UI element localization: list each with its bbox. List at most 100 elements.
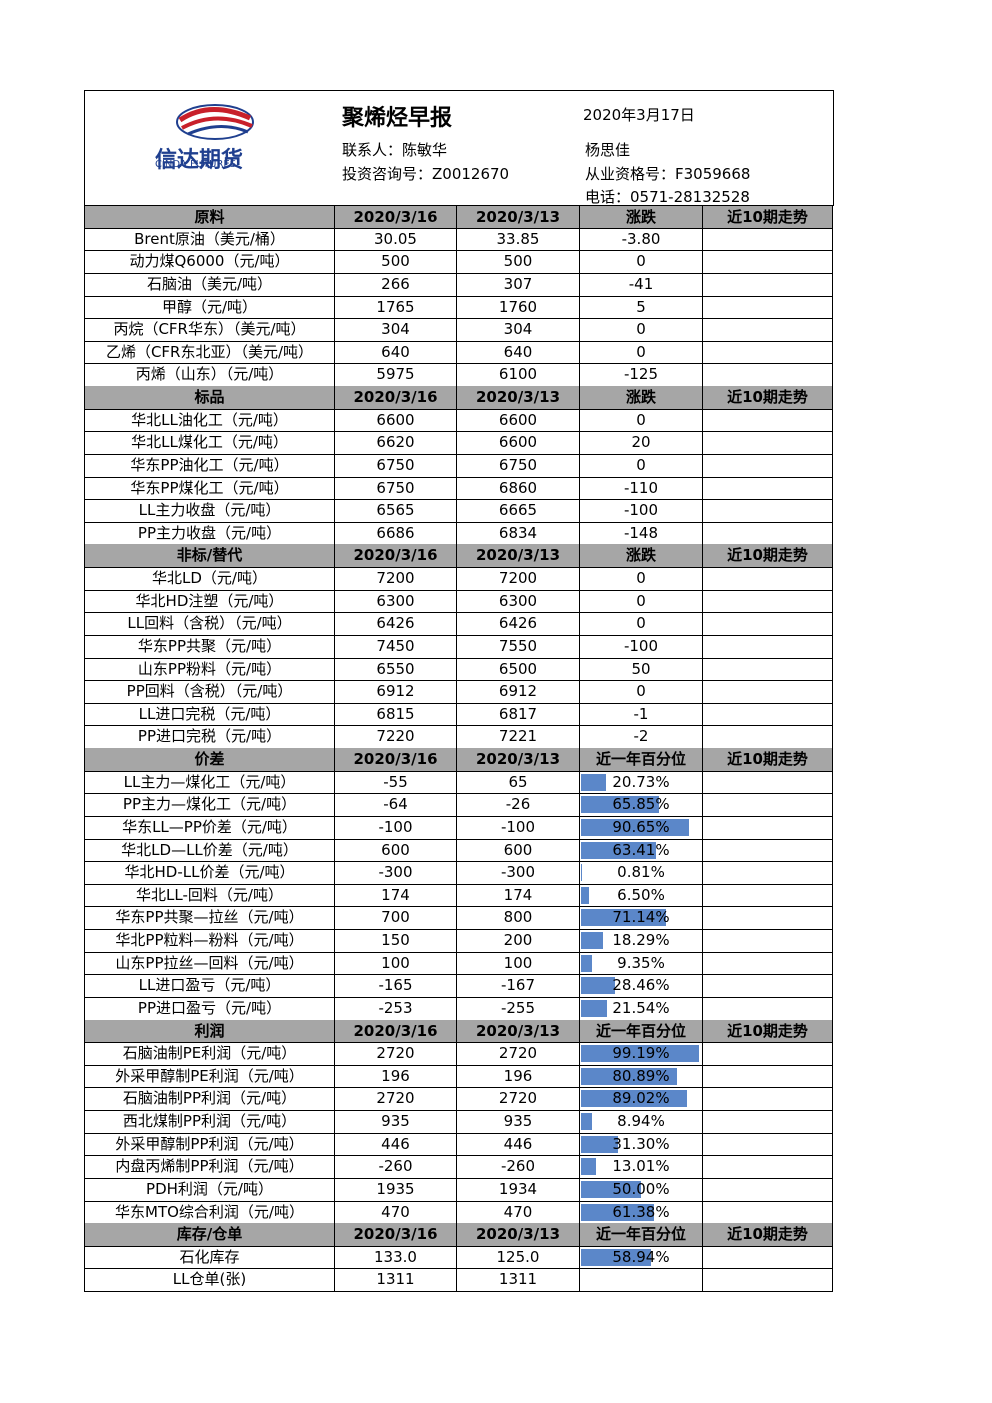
section-header: 近10期走势: [703, 205, 833, 229]
percentile-bar: [581, 909, 666, 927]
table-cell: 动力煤Q6000（元/吨）: [84, 250, 335, 274]
percentile-label: 9.35%: [617, 953, 665, 972]
table-cell: 6300: [457, 589, 580, 614]
table-cell: 6426: [335, 612, 457, 636]
table-cell: 500: [335, 250, 457, 274]
table-cell: [703, 702, 833, 727]
table-cell: 80.89%: [580, 1064, 703, 1089]
table-cell: PP主力—煤化工（元/吨）: [84, 793, 335, 817]
table-cell: 20: [580, 431, 703, 455]
percentile-bar: [581, 818, 689, 836]
percentile-bar: [581, 1045, 700, 1063]
percentile-label: 50.00%: [612, 1179, 670, 1198]
section-header: 涨跌: [580, 205, 703, 229]
table-cell: [703, 250, 833, 274]
table-cell: -148: [580, 521, 703, 546]
percentile-label: 20.73%: [612, 772, 670, 791]
table-cell: 6620: [335, 431, 457, 455]
table-cell: PP主力收盘（元/吨）: [84, 521, 335, 546]
section-header: 原料: [84, 205, 335, 229]
table-cell: 6912: [457, 680, 580, 704]
table-cell: 华北LL-回料（元/吨）: [84, 883, 335, 908]
table-cell: 石脑油（美元/吨）: [84, 272, 335, 297]
table-cell: LL主力收盘（元/吨）: [84, 499, 335, 523]
table-cell: 90.65%: [580, 815, 703, 840]
section-header: 2020/3/16: [335, 544, 457, 568]
table-cell: -260: [335, 1155, 457, 1179]
section-header: 近10期走势: [703, 748, 833, 772]
table-cell: PP回料（含税）（元/吨）: [84, 680, 335, 704]
table-cell: -300: [335, 861, 457, 885]
table-cell: [703, 793, 833, 817]
license2: 从业资格号：F3059668: [585, 165, 751, 183]
table-cell: 7200: [335, 567, 457, 591]
table-cell: 华东MTO综合利润（元/吨）: [84, 1200, 335, 1225]
phone: 电话：0571-28132528: [585, 188, 750, 206]
table-cell: 89.02%: [580, 1087, 703, 1111]
table-cell: 8.94%: [580, 1110, 703, 1134]
table-cell: [703, 929, 833, 953]
table-cell: 0: [580, 340, 703, 365]
percentile-bar: [581, 886, 589, 904]
percentile-bar: [581, 977, 615, 995]
percentile-label: 21.54%: [612, 998, 670, 1017]
percentile-bar: [581, 841, 657, 859]
percentile-label: 71.14%: [612, 908, 670, 927]
table-cell: 446: [335, 1132, 457, 1157]
license: 投资咨询号：Z0012670: [342, 165, 510, 183]
table-cell: 西北煤制PP利润（元/吨）: [84, 1110, 335, 1134]
table-cell: [703, 996, 833, 1021]
percentile-label: 65.85%: [612, 795, 670, 814]
table-cell: 0: [580, 589, 703, 614]
table-cell: [703, 1177, 833, 1202]
table-cell: [703, 1042, 833, 1066]
percentile-bar: [581, 932, 603, 949]
table-cell: 1935: [335, 1177, 457, 1202]
section-header: 库存/仓单: [84, 1223, 335, 1247]
table-cell: 6500: [457, 657, 580, 682]
table-cell: [703, 1245, 833, 1270]
table-cell: 304: [457, 318, 580, 342]
table-cell: 18.29%: [580, 929, 703, 953]
table-cell: 0: [580, 250, 703, 274]
title: 聚烯烃早报: [342, 106, 453, 131]
percentile-label: 31.30%: [612, 1134, 670, 1153]
table-cell: 华东PP共聚（元/吨）: [84, 634, 335, 659]
company-en: CINDA FUTURES: [155, 159, 237, 170]
table-cell: 21.54%: [580, 996, 703, 1021]
table-cell: [703, 1200, 833, 1225]
table-cell: -125: [580, 363, 703, 387]
table-cell: 6426: [457, 612, 580, 636]
table-cell: 山东PP拉丝—回料（元/吨）: [84, 951, 335, 976]
table-cell: -55: [335, 770, 457, 795]
table-cell: -165: [335, 974, 457, 998]
table-cell: 65: [457, 770, 580, 795]
section-header: 2020/3/13: [457, 748, 580, 772]
section-header: 近一年百分位: [580, 748, 703, 772]
table-cell: 0: [580, 612, 703, 636]
table-cell: 7221: [457, 725, 580, 749]
table-cell: 63.41%: [580, 838, 703, 863]
percentile-bar: [581, 1135, 619, 1153]
section-header: 价差: [84, 748, 335, 772]
percentile-label: 13.01%: [612, 1157, 670, 1176]
section-header: 利润: [84, 1019, 335, 1044]
table-cell: 1311: [335, 1268, 457, 1292]
table-cell: 6750: [335, 476, 457, 501]
table-cell: 6565: [335, 499, 457, 523]
percentile-bar: [581, 1090, 687, 1108]
table-cell: [703, 974, 833, 998]
percentile-bar: [581, 773, 606, 791]
table-cell: [703, 408, 833, 433]
section-header: 2020/3/13: [457, 205, 580, 229]
header-box: [84, 90, 834, 206]
table-cell: 1311: [457, 1268, 580, 1292]
table-cell: 5: [580, 295, 703, 320]
table-cell: 2720: [457, 1042, 580, 1066]
date: 2020年3月17日: [583, 106, 695, 124]
table-cell: 内盘丙烯制PP利润（元/吨）: [84, 1155, 335, 1179]
section-header: 近10期走势: [703, 544, 833, 568]
table-cell: 华东PP油化工（元/吨）: [84, 453, 335, 478]
table-cell: 0: [580, 567, 703, 591]
percentile-bar: [581, 1180, 641, 1198]
